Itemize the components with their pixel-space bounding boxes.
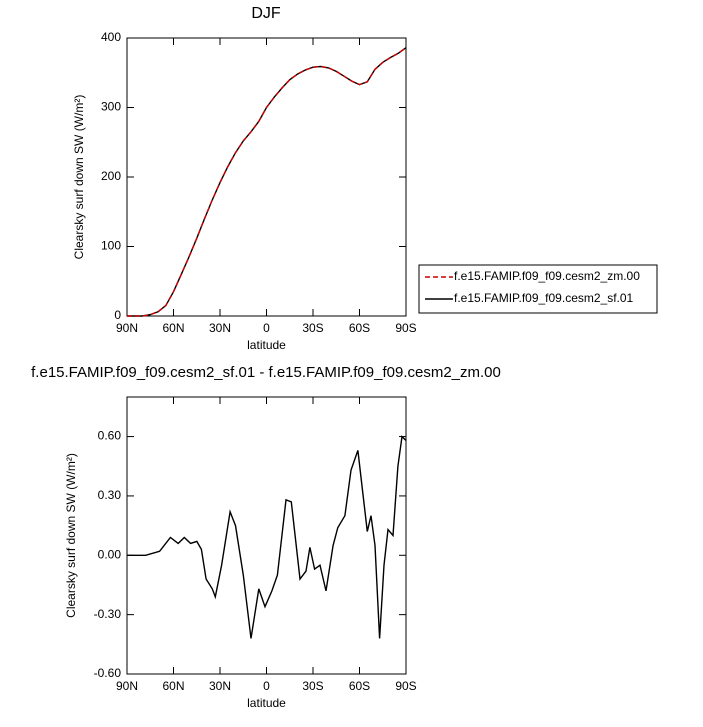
legend-box — [418, 264, 658, 314]
y-tick-label: 0.00 — [98, 547, 122, 561]
chart-title: DJF — [251, 5, 281, 22]
y-tick-label: 300 — [101, 100, 121, 114]
y-tick-label: 200 — [101, 169, 121, 183]
x-tick-label: 60N — [162, 321, 184, 335]
x-tick-label: 30S — [302, 679, 323, 693]
x-tick-label: 60S — [349, 679, 370, 693]
plot-frame — [126, 37, 407, 317]
x-tick-label: 60N — [162, 679, 184, 693]
y-tick-label: 100 — [101, 239, 121, 253]
x-tick-label: 0 — [263, 679, 270, 693]
data-line — [127, 435, 407, 639]
x-axis-label: latitude — [247, 338, 286, 352]
x-tick-label: 30N — [209, 679, 231, 693]
x-tick-label: 60S — [349, 321, 370, 335]
y-tick-label: -0.30 — [94, 607, 122, 621]
x-tick-label: 90S — [395, 679, 416, 693]
x-tick-label: 90N — [116, 679, 138, 693]
legend-label: f.e15.FAMIP.f09_f09.cesm2_sf.01 — [454, 291, 634, 305]
x-tick-label: 90N — [116, 321, 138, 335]
data-line — [127, 47, 407, 317]
x-axis-label: latitude — [247, 696, 286, 710]
y-tick-label: -0.60 — [94, 666, 122, 680]
x-tick-label: 30N — [209, 321, 231, 335]
y-axis-label: Clearsky surf down SW (W/m²) — [64, 453, 78, 618]
plot-frame — [126, 396, 407, 675]
legend-label: f.e15.FAMIP.f09_f09.cesm2_zm.00 — [454, 269, 640, 283]
y-tick-label: 0 — [114, 308, 121, 322]
chart-title: f.e15.FAMIP.f09_f09.cesm2_sf.01 - f.e15.… — [31, 364, 501, 381]
y-axis-label: Clearsky surf down SW (W/m²) — [72, 95, 86, 260]
x-tick-label: 0 — [263, 321, 270, 335]
x-tick-label: 90S — [395, 321, 416, 335]
y-tick-label: 0.30 — [98, 488, 122, 502]
x-tick-label: 30S — [302, 321, 323, 335]
y-tick-label: 400 — [101, 30, 121, 44]
data-line — [127, 47, 407, 317]
y-tick-label: 0.60 — [98, 429, 122, 443]
